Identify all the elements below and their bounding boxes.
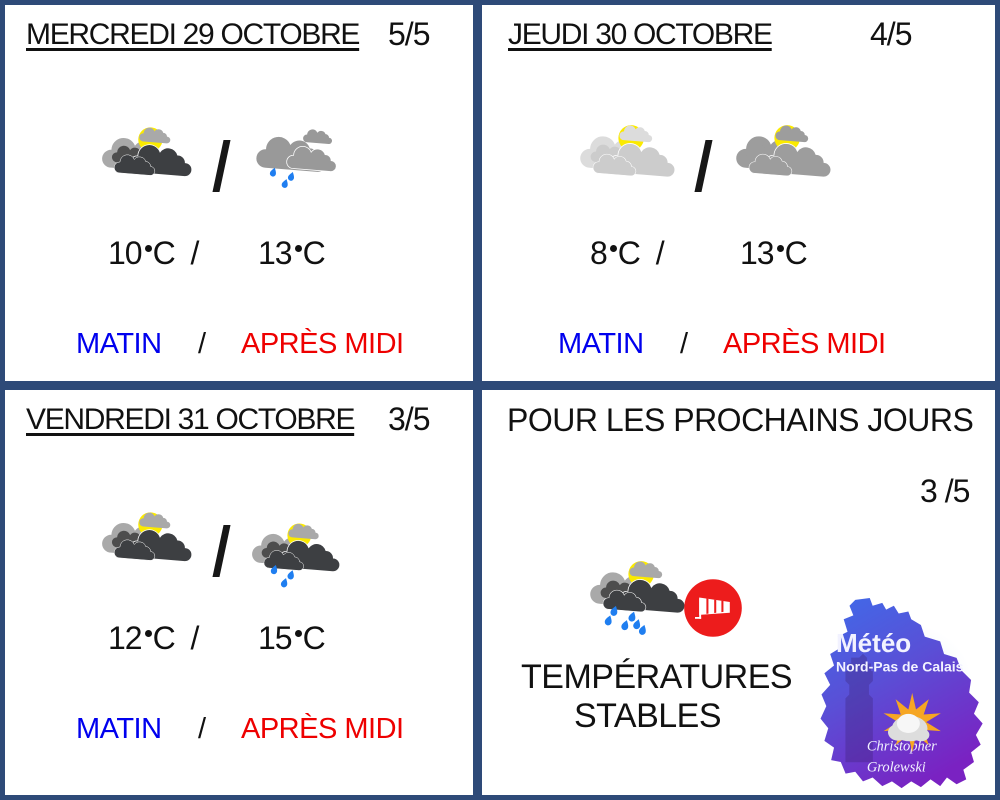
- svg-text:Grolewski: Grolewski: [867, 760, 926, 776]
- svg-text:Météo: Météo: [836, 628, 911, 658]
- svg-text:Nord-Pas de Calais: Nord-Pas de Calais: [836, 658, 964, 674]
